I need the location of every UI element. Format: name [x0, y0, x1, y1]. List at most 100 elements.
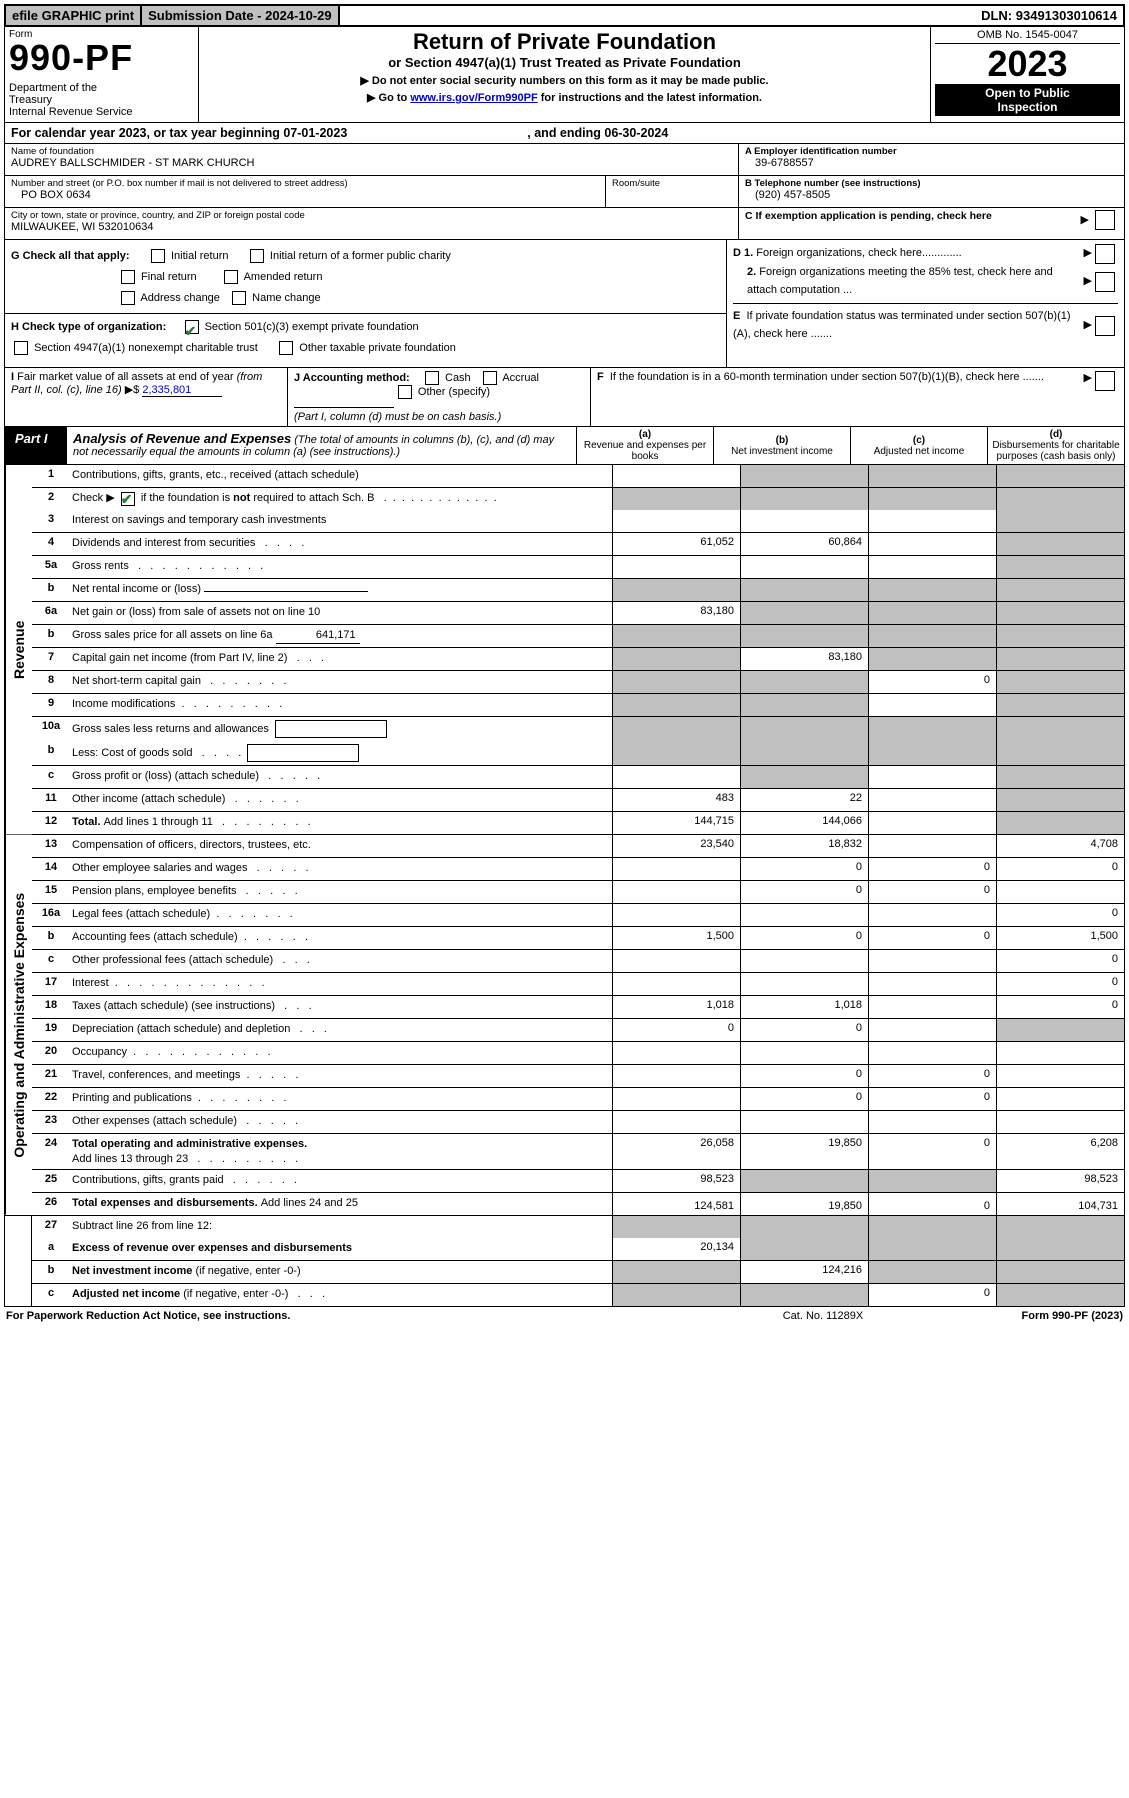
efile-label[interactable]: efile GRAPHIC print [6, 6, 142, 25]
row-27-label: Subtract line 26 from line 12: [70, 1216, 612, 1238]
row-3-num: 3 [32, 510, 70, 532]
cb-name-change[interactable] [232, 291, 246, 305]
r2-d [996, 488, 1124, 510]
row-21-label: Travel, conferences, and meetings . . . … [70, 1065, 612, 1087]
r10a-box [275, 720, 387, 738]
cb-initial-former[interactable] [250, 249, 264, 263]
row-15-label: Pension plans, employee benefits . . . .… [70, 881, 612, 903]
r2-pre: Check ▶ [72, 492, 115, 504]
form-subtitle: or Section 4947(a)(1) Trust Treated as P… [207, 55, 922, 70]
r15-b: 0 [740, 881, 868, 903]
r6a-b [740, 602, 868, 624]
r16b-c: 0 [868, 927, 996, 949]
r11-d [996, 789, 1124, 811]
cb-address-change[interactable] [121, 291, 135, 305]
row-4-num: 4 [32, 533, 70, 555]
r6a-a: 83,180 [612, 602, 740, 624]
r20-b [740, 1042, 868, 1064]
phone-value: (920) 457-8505 [745, 189, 1118, 201]
r16b-b: 0 [740, 927, 868, 949]
r3-d [996, 510, 1124, 532]
r11-b: 22 [740, 789, 868, 811]
row-5b-num: b [32, 579, 70, 601]
cb-other[interactable] [398, 385, 412, 399]
h-label: H Check type of organization: [11, 321, 166, 333]
row-1-label: Contributions, gifts, grants, etc., rece… [70, 465, 612, 487]
cb-4947[interactable] [14, 341, 28, 355]
cb-d2[interactable] [1095, 272, 1115, 292]
r13-a: 23,540 [612, 835, 740, 857]
cb-cash[interactable] [425, 371, 439, 385]
r10b-b [740, 741, 868, 765]
opt-other-tax: Other taxable private foundation [299, 342, 456, 354]
cb-sch-b[interactable] [121, 492, 135, 506]
r4-c [868, 533, 996, 555]
opt-4947: Section 4947(a)(1) nonexempt charitable … [34, 342, 258, 354]
row-6b-label: Gross sales price for all assets on line… [70, 625, 612, 647]
tax-year: 2023 [935, 44, 1120, 84]
r16a-text: Legal fees (attach schedule) [72, 908, 210, 920]
cb-other-taxable[interactable] [279, 341, 293, 355]
row-1-num: 1 [32, 465, 70, 487]
opt-accrual: Accrual [502, 372, 539, 384]
header-right: OMB No. 1545-0047 2023 Open to PublicIns… [930, 27, 1124, 122]
r21-d [996, 1065, 1124, 1087]
r27-a [612, 1216, 740, 1238]
row-10b-label: Less: Cost of goods sold . . . . [70, 741, 612, 765]
r27a-c [868, 1238, 996, 1260]
row-2-num: 2 [32, 488, 70, 510]
r16c-c [868, 950, 996, 972]
r20-text: Occupancy [72, 1046, 127, 1058]
row-10a-num: 10a [32, 717, 70, 741]
row-2-label: Check ▶ if the foundation is not require… [70, 488, 612, 510]
cb-accrual[interactable] [483, 371, 497, 385]
r15-d [996, 881, 1124, 903]
row-16b-label: Accounting fees (attach schedule) . . . … [70, 927, 612, 949]
row-25-label: Contributions, gifts, grants paid . . . … [70, 1170, 612, 1192]
r24-t1: Total operating and administrative expen… [72, 1138, 307, 1150]
col-b-head: (b) Net investment income [714, 427, 851, 464]
r1-b [740, 465, 868, 487]
r12-c [868, 812, 996, 834]
r23-d [996, 1111, 1124, 1133]
address-row: Number and street (or P.O. box number if… [5, 176, 738, 208]
cb-501c3[interactable] [185, 320, 199, 334]
c-checkbox[interactable] [1095, 210, 1115, 230]
part-1-desc: Analysis of Revenue and Expenses (The to… [67, 427, 577, 464]
form-number: 990-PF [9, 40, 194, 76]
cb-amended[interactable] [224, 270, 238, 284]
row-15-num: 15 [32, 881, 70, 903]
c-label: C If exemption application is pending, c… [745, 210, 992, 222]
city-value: MILWAUKEE, WI 532010634 [11, 221, 732, 233]
instructions-link[interactable]: www.irs.gov/Form990PF [410, 92, 537, 104]
r11-c [868, 789, 996, 811]
opt-former: Initial return of a former public charit… [270, 250, 451, 262]
form-note-1: ▶ Do not enter social security numbers o… [207, 74, 922, 87]
row-3-label: Interest on savings and temporary cash i… [70, 510, 612, 532]
r16a-d: 0 [996, 904, 1124, 926]
entity-block: Name of foundation AUDREY BALLSCHMIDER -… [4, 144, 1125, 240]
dln-label: DLN: [981, 8, 1016, 23]
r3-a [612, 510, 740, 532]
cb-initial-return[interactable] [151, 249, 165, 263]
cb-f[interactable] [1095, 371, 1115, 391]
r7-a [612, 648, 740, 670]
r22-d [996, 1088, 1124, 1110]
sub-date-val: 2024-10-29 [265, 8, 332, 23]
form-note-2: ▶ Go to www.irs.gov/Form990PF for instru… [207, 91, 922, 104]
r21-text: Travel, conferences, and meetings [72, 1069, 240, 1081]
r27c-a [612, 1284, 740, 1306]
row-14-num: 14 [32, 858, 70, 880]
cb-e[interactable] [1095, 316, 1115, 336]
r12-text: Total. [72, 816, 101, 828]
r13-d: 4,708 [996, 835, 1124, 857]
row-20-num: 20 [32, 1042, 70, 1064]
opt-501c3: Section 501(c)(3) exempt private foundat… [205, 321, 419, 333]
calendar-year-row: For calendar year 2023, or tax year begi… [4, 122, 1125, 144]
row-6b-num: b [32, 625, 70, 647]
row-16a-num: 16a [32, 904, 70, 926]
cb-final-return[interactable] [121, 270, 135, 284]
expenses-label: Operating and Administrative Expenses [5, 835, 32, 1215]
row-26-num: 26 [32, 1193, 70, 1215]
cb-d1[interactable] [1095, 244, 1115, 264]
